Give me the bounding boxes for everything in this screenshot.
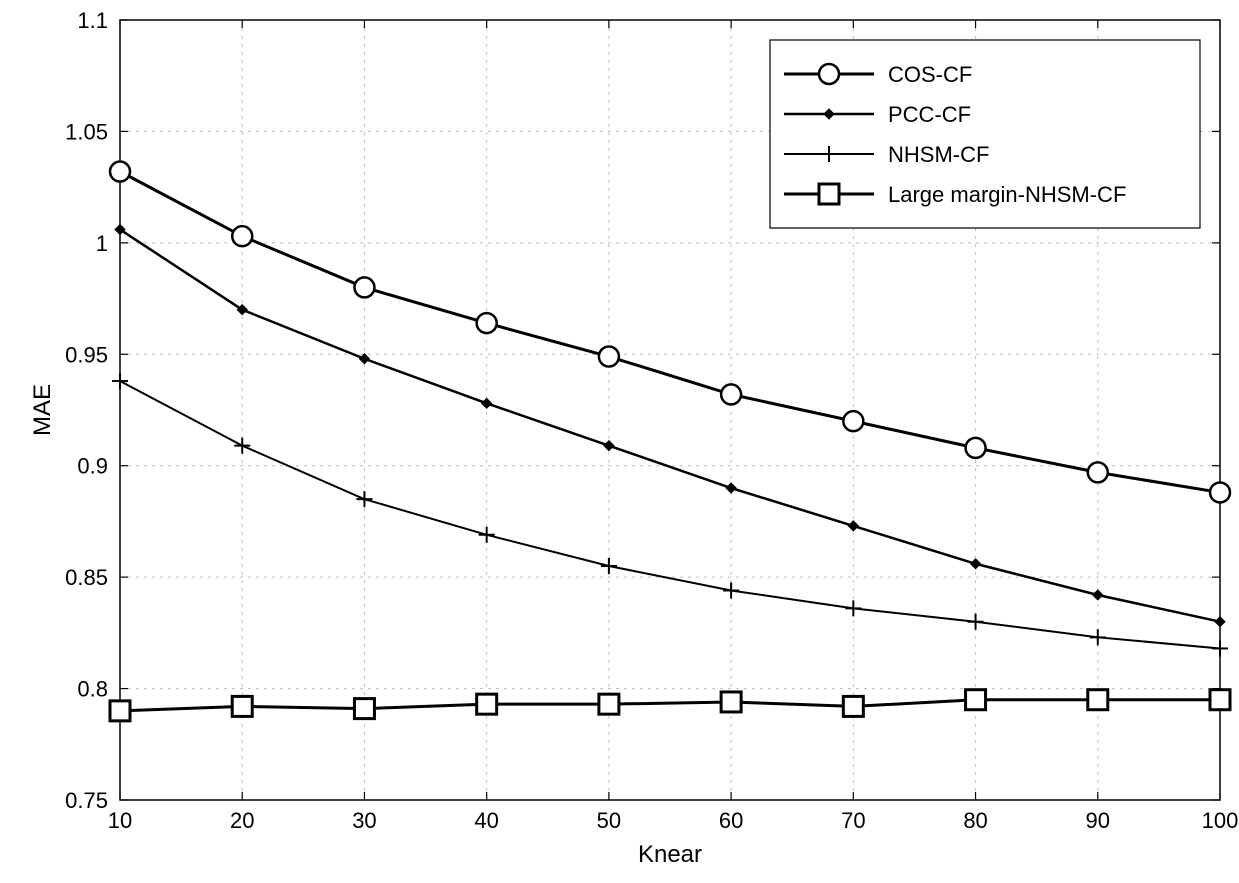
mae-vs-knear-chart: 10 20 30 40 50 60 70 80 90 100 0.75 0.8 0.85 0.9 0.95 1… bbox=[0, 0, 1239, 883]
x-tick-label: 40 bbox=[474, 808, 498, 833]
y-tick-label: 0.8 bbox=[77, 677, 108, 702]
x-tick-label: 70 bbox=[841, 808, 865, 833]
chart-container: 10 20 30 40 50 60 70 80 90 100 0.75 0.8 0.85 0.9 0.95 1… bbox=[0, 0, 1239, 883]
x-tick-label: 20 bbox=[230, 808, 254, 833]
legend-label: Large margin-NHSM-CF bbox=[888, 182, 1126, 207]
legend-label: NHSM-CF bbox=[888, 142, 989, 167]
x-tick-label: 80 bbox=[963, 808, 987, 833]
x-tick-label: 90 bbox=[1086, 808, 1110, 833]
y-tick-label: 0.85 bbox=[65, 565, 108, 590]
legend-label: COS-CF bbox=[888, 62, 972, 87]
y-tick-label: 1.05 bbox=[65, 119, 108, 144]
y-axis-label: MAE bbox=[29, 384, 56, 436]
y-tick-label: 1.1 bbox=[77, 8, 108, 33]
x-axis-label: Knear bbox=[638, 841, 702, 868]
y-tick-label: 0.95 bbox=[65, 342, 108, 367]
legend: COS-CF PCC-CF NHSM-CF Large margin-NHSM-CF bbox=[770, 40, 1200, 228]
x-tick-label: 50 bbox=[597, 808, 621, 833]
x-tick-label: 60 bbox=[719, 808, 743, 833]
y-tick-label: 1 bbox=[96, 231, 108, 256]
x-tick-label: 10 bbox=[108, 808, 132, 833]
x-tick-label: 100 bbox=[1202, 808, 1239, 833]
y-tick-label: 0.75 bbox=[65, 788, 108, 813]
x-tick-label: 30 bbox=[352, 808, 376, 833]
legend-label: PCC-CF bbox=[888, 102, 971, 127]
y-tick-label: 0.9 bbox=[77, 454, 108, 479]
